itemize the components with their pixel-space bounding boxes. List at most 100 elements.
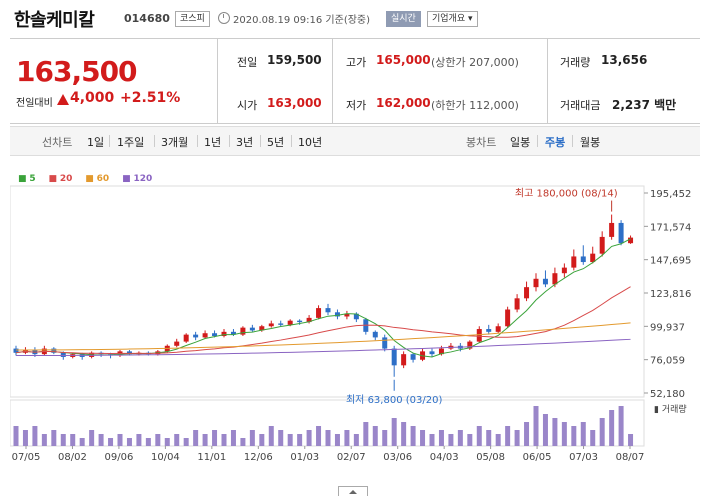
tab-3month[interactable]: 3개월 (161, 136, 189, 149)
volume-bar (164, 438, 170, 446)
tab-monthly[interactable]: 월봉 (580, 136, 601, 149)
candle-body (183, 334, 189, 342)
candle-body (438, 348, 444, 355)
ma5-line (15, 238, 631, 358)
stock-chart[interactable]: ■ 5 ■ 20 ■ 60 ■ 120 195,452 171,574 147,69… (9, 168, 700, 495)
candle-body (240, 327, 246, 335)
volume-bar (561, 422, 567, 446)
chart-legend: ■ 5 ■ 20 ■ 60 ■ 120 (18, 174, 162, 184)
market-badge: 코스피 (175, 11, 210, 27)
candle-body (486, 329, 492, 332)
volume-bar (344, 430, 350, 446)
realtime-button[interactable]: 실시간 (386, 11, 421, 27)
volume-bar (287, 434, 293, 446)
tab-1year[interactable]: 1년 (204, 136, 222, 149)
candle-body (524, 287, 530, 299)
candle-body (287, 320, 293, 325)
volume-bar (221, 434, 227, 446)
tab-10year[interactable]: 10년 (298, 136, 323, 149)
ma60-line (15, 322, 631, 351)
volume-label: ▮ 거래량 (654, 403, 687, 415)
volume-bar (98, 434, 104, 446)
volume-bar (448, 434, 454, 446)
high-value: 165,000 (376, 53, 431, 67)
y-tick-label: 76,059 (650, 356, 685, 367)
candle-body (353, 313, 359, 320)
legend-ma120: ■ 120 (122, 174, 153, 184)
candle-body (202, 333, 208, 338)
x-tick-label: 08/02 (58, 452, 87, 463)
volume-bar (202, 434, 208, 446)
volume-bar (60, 434, 66, 446)
candle-body (401, 354, 407, 366)
candle-body (278, 323, 284, 325)
volume-bar (609, 410, 615, 446)
volume-bar (353, 434, 359, 446)
tab-5year[interactable]: 5년 (267, 136, 285, 149)
volume-bar (457, 430, 463, 446)
open-label: 시가 (237, 99, 258, 112)
company-info-dropdown[interactable]: 기업개요 ▾ (427, 11, 478, 27)
volume-bar (32, 426, 38, 446)
candle-body (221, 331, 227, 337)
x-tick-label: 09/06 (105, 452, 134, 463)
volume-label: 거래량 (560, 56, 591, 69)
x-tick-label: 04/03 (430, 452, 459, 463)
expand-handle-icon[interactable] (338, 486, 368, 496)
period-tab-bar: 선차트 1일 1주일 3개월 1년 3년 5년 10년 봉차트 일봉 주봉 월봉 (10, 126, 700, 156)
change-label: 전일대비 (16, 98, 53, 109)
volume-bar (51, 430, 57, 446)
y-tick-label: 195,452 (650, 189, 691, 200)
clock-icon (218, 12, 230, 24)
volume-bar (89, 430, 95, 446)
tab-3year[interactable]: 3년 (236, 136, 254, 149)
candle-body (590, 253, 596, 263)
candle-body (13, 348, 19, 353)
candle-body (212, 333, 218, 337)
volume-bar (297, 434, 303, 446)
divider (547, 39, 548, 123)
volume-bar (580, 422, 586, 446)
low-value: 162,000 (376, 96, 431, 110)
volume-bar (401, 422, 407, 446)
candle-body (382, 337, 388, 349)
divider (332, 39, 333, 123)
prev-close-value: 159,500 (267, 53, 322, 67)
volume-bar (249, 430, 255, 446)
tab-daily[interactable]: 일봉 (510, 136, 531, 149)
change-amount: 4,000 (70, 90, 115, 106)
volume-bar (599, 418, 605, 446)
volume-bar (420, 430, 426, 446)
volume-bar (467, 434, 473, 446)
divider (537, 135, 538, 147)
tab-1day[interactable]: 1일 (87, 136, 105, 149)
candle-body (126, 351, 132, 355)
volume-bar (486, 430, 492, 446)
volume-value: 13,656 (601, 53, 648, 67)
x-tick-label: 11/01 (197, 452, 226, 463)
low-label: 저가 (346, 99, 367, 112)
volume-bar (514, 430, 520, 446)
volume-bar (618, 406, 624, 446)
volume-bar (212, 430, 218, 446)
x-tick-label: 12/06 (244, 452, 273, 463)
volume-bar (108, 438, 114, 446)
tab-1week[interactable]: 1주일 (117, 136, 145, 149)
x-tick-label: 02/07 (337, 452, 366, 463)
candle-body (259, 326, 265, 331)
divider (260, 135, 261, 147)
candle-body (476, 329, 482, 342)
volume-bar (79, 438, 85, 446)
volume-bar (334, 434, 340, 446)
divider (109, 135, 110, 147)
tab-weekly[interactable]: 주봉 (545, 136, 566, 149)
volume-bar (183, 438, 189, 446)
volume-bar (552, 418, 558, 446)
candle-body (599, 236, 605, 254)
x-tick-label: 03/06 (383, 452, 412, 463)
candle-body (580, 256, 586, 263)
y-tick-label: 147,695 (650, 256, 691, 267)
candle-body (410, 354, 416, 360)
volume-bar (306, 430, 312, 446)
volume-bar (174, 434, 180, 446)
